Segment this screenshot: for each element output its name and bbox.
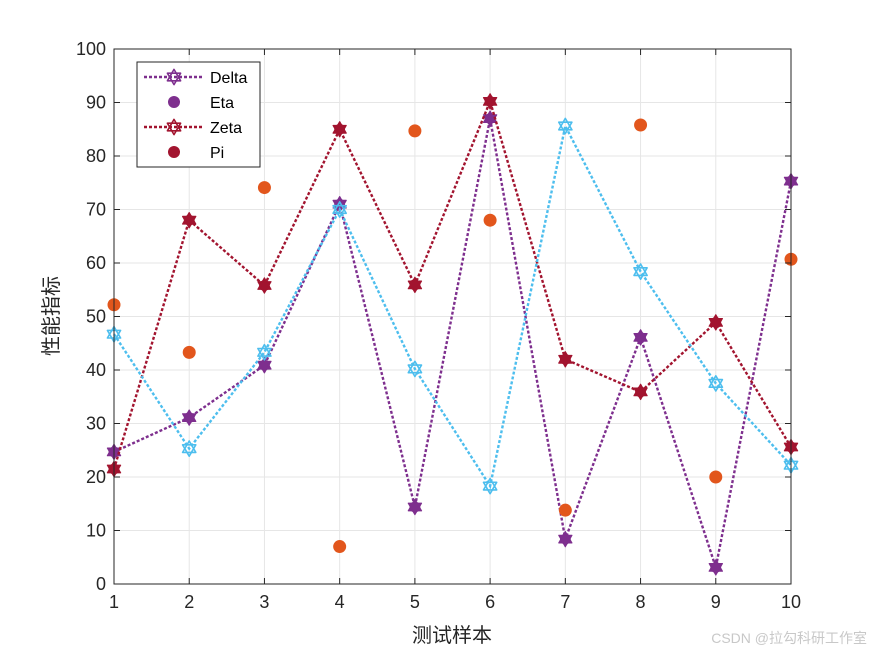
data-point-pi	[407, 360, 423, 378]
data-point-zeta	[182, 212, 197, 229]
y-tick-label: 40	[86, 360, 106, 380]
y-tick-label: 100	[76, 39, 106, 59]
legend-item-delta: Delta	[144, 68, 247, 87]
y-tick-label: 20	[86, 467, 106, 487]
series-line-zeta	[112, 97, 793, 470]
x-tick-label: 1	[109, 592, 119, 612]
x-tick-label: 2	[184, 592, 194, 612]
y-tick-label: 50	[86, 307, 106, 327]
series-zeta	[106, 93, 799, 478]
legend-item-eta: Eta	[168, 95, 234, 112]
y-tick-label: 30	[86, 414, 106, 434]
data-point-delta	[482, 110, 498, 127]
data-point-eta	[558, 503, 572, 517]
data-point-eta	[408, 124, 422, 138]
data-point-eta	[257, 181, 271, 195]
legend-label-eta: Eta	[210, 95, 234, 112]
x-tick-label: 6	[485, 592, 495, 612]
data-point-pi	[332, 201, 348, 218]
legend-label-zeta: Zeta	[210, 120, 242, 137]
data-point-pi	[633, 263, 648, 281]
data-point-delta	[407, 498, 423, 516]
legend-label-pi: Pi	[210, 145, 224, 162]
data-point-zeta	[407, 276, 423, 294]
x-tick-label: 8	[636, 592, 646, 612]
data-point-eta	[634, 118, 648, 132]
data-point-eta	[483, 213, 497, 227]
y-tick-label: 10	[86, 521, 106, 541]
data-point-pi	[708, 374, 724, 392]
data-point-zeta	[332, 121, 347, 138]
data-point-zeta	[558, 351, 573, 368]
data-point-pi	[257, 343, 272, 361]
data-point-delta	[558, 530, 573, 548]
x-tick-label: 4	[335, 592, 345, 612]
data-point-eta	[182, 345, 196, 359]
watermark: CSDN @拉勾科研工作室	[711, 630, 867, 646]
series-layer	[106, 93, 799, 576]
legend-label-delta: Delta	[210, 70, 247, 87]
data-point-zeta	[482, 93, 498, 110]
legend: Delta Eta Zeta Pi	[136, 61, 261, 168]
x-tick-label: 5	[410, 592, 420, 612]
data-point-delta	[708, 559, 724, 576]
data-point-zeta	[633, 383, 648, 401]
y-tick-label: 80	[86, 146, 106, 166]
legend-marker-zeta	[166, 118, 182, 136]
data-point-delta	[182, 409, 197, 426]
legend-item-zeta: Zeta	[144, 118, 242, 137]
data-point-pi	[557, 117, 573, 135]
data-point-delta	[633, 329, 648, 346]
data-point-pi	[181, 440, 197, 458]
series-pi	[106, 117, 799, 495]
data-point-eta	[333, 540, 347, 554]
data-point-zeta	[257, 277, 272, 294]
x-tick-label: 3	[259, 592, 269, 612]
x-tick-label: 9	[711, 592, 721, 612]
data-point-eta	[709, 470, 723, 484]
y-axis-title: 性能指标	[39, 276, 63, 356]
series-line-pi	[112, 122, 792, 490]
y-tick-label: 90	[86, 93, 106, 113]
data-point-delta	[257, 357, 272, 374]
legend-item-pi: Pi	[168, 145, 224, 162]
y-tick-label: 60	[86, 253, 106, 273]
legend-marker-delta	[166, 68, 182, 86]
x-tick-label: 7	[560, 592, 570, 612]
data-point-pi	[482, 477, 498, 495]
x-axis-title: 测试样本	[412, 623, 492, 647]
data-point-zeta	[708, 314, 724, 331]
legend-marker-eta	[168, 96, 180, 108]
legend-box	[136, 61, 261, 168]
y-tick-label: 0	[96, 574, 106, 594]
series-line-delta	[113, 118, 793, 573]
legend-marker-pi	[168, 146, 180, 158]
x-tick-label: 10	[781, 592, 801, 612]
y-tick-label: 70	[86, 200, 106, 220]
